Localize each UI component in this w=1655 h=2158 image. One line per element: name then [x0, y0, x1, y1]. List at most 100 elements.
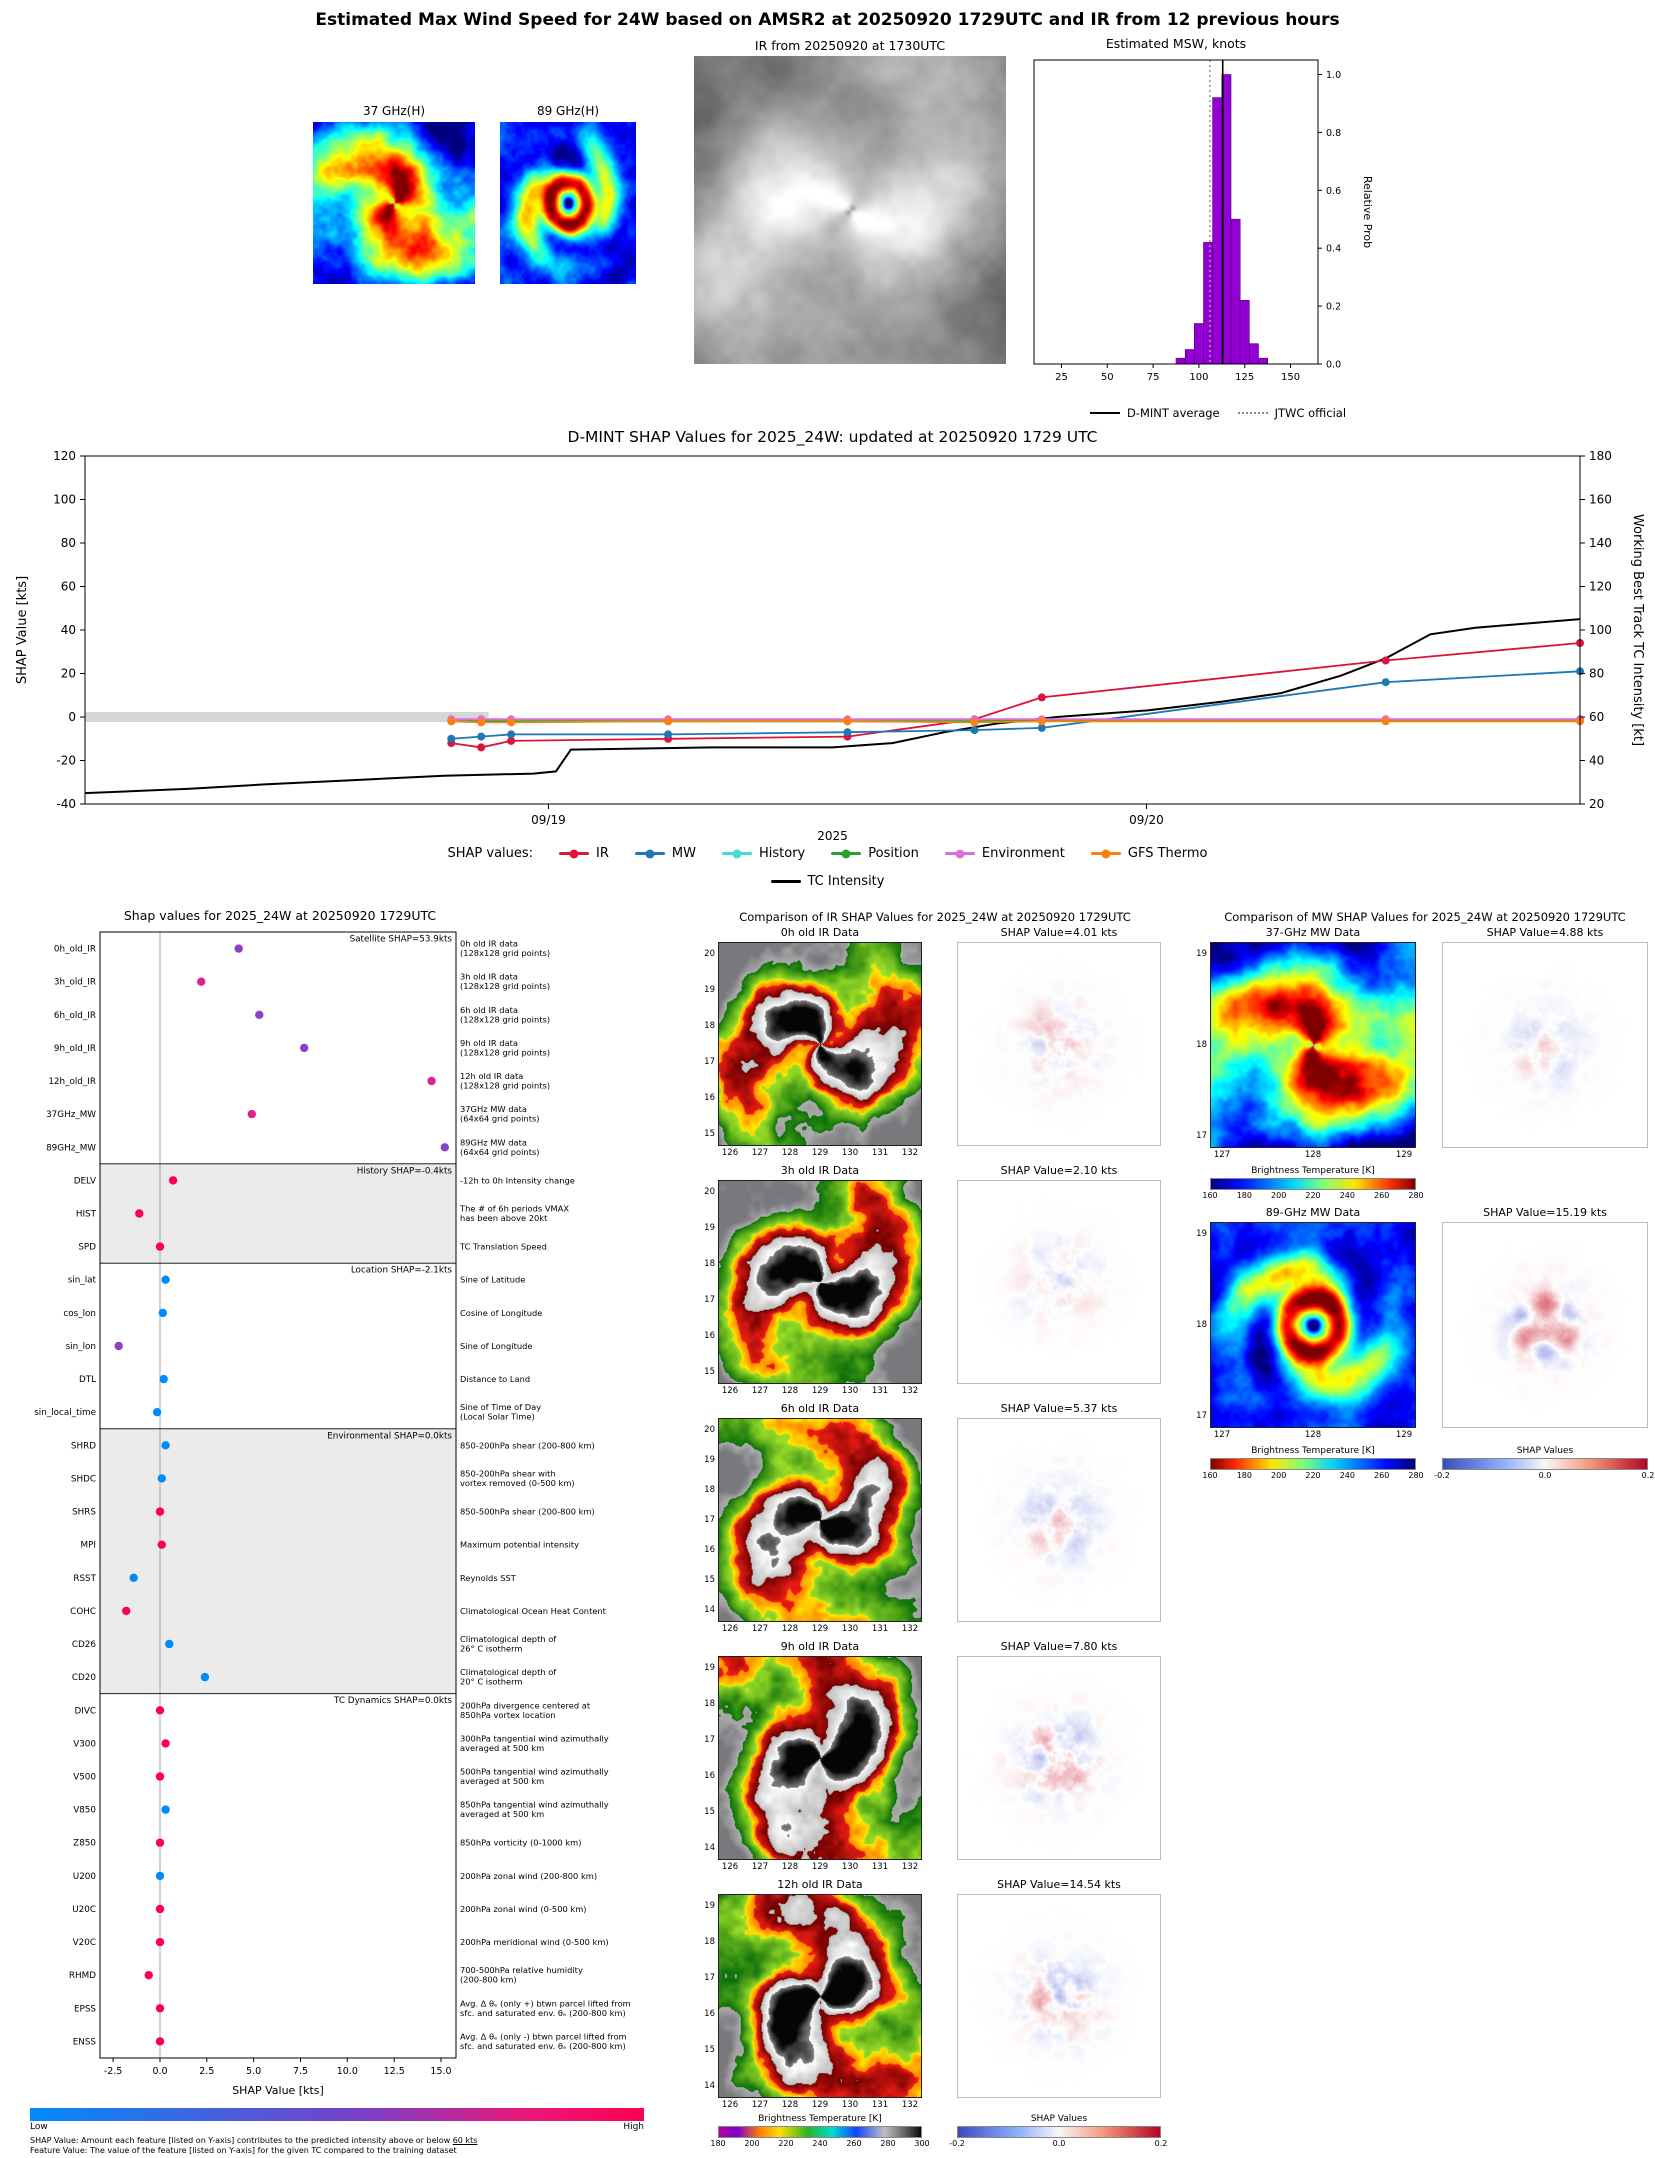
ir-row2-data-title: 6h old IR Data: [780, 1402, 860, 1415]
svg-text:3h old IR data: 3h old IR data: [460, 972, 518, 982]
svg-text:200hPa zonal wind (200-800 km): 200hPa zonal wind (200-800 km): [460, 1871, 597, 1881]
svg-text:(64x64 grid points): (64x64 grid points): [460, 1147, 540, 1157]
svg-text:RHMD: RHMD: [69, 1971, 96, 1981]
svg-text:200hPa zonal wind (0-500 km): 200hPa zonal wind (0-500 km): [460, 1904, 587, 1914]
shap-timeseries-chart: D-MINT SHAP Values for 2025_24W: updated…: [15, 428, 1645, 842]
svg-text:History SHAP=-0.4kts: History SHAP=-0.4kts: [357, 1166, 453, 1176]
svg-text:V300: V300: [73, 1739, 96, 1749]
svg-text:60: 60: [61, 580, 76, 594]
svg-text:SHRS: SHRS: [72, 1508, 96, 1518]
mw37-image-panel: 19 18 17 127 128 129: [1196, 942, 1416, 1160]
ir-row1-shap-map: [957, 1180, 1161, 1384]
ir-row0-shap-title: SHAP Value=4.01 kts: [1000, 926, 1118, 939]
svg-text:10.0: 10.0: [337, 2066, 358, 2077]
mw89-data-title: 89-GHz MW Data: [1265, 1206, 1361, 1219]
svg-text:Working Best Track TC Intensit: Working Best Track TC Intensity [kt]: [1630, 514, 1645, 746]
ir-row3-data-title: 9h old IR Data: [780, 1640, 860, 1653]
svg-text:Distance to Land: Distance to Land: [460, 1374, 530, 1384]
svg-text:200hPa divergence centered at: 200hPa divergence centered at: [460, 1700, 591, 1710]
mw37-thumb-label: 37 GHz(H): [362, 104, 426, 118]
svg-text:Climatological depth of: Climatological depth of: [460, 1667, 557, 1677]
svg-text:0.6: 0.6: [1326, 186, 1341, 197]
mw-comparison-title: Comparison of MW SHAP Values for 2025_24…: [1224, 910, 1626, 924]
bt-colorbar-ticks: 180 200 220 240 260 280 300: [710, 2139, 930, 2148]
svg-text:20: 20: [1589, 797, 1604, 811]
svg-text:D-MINT SHAP Values for 2025_24: D-MINT SHAP Values for 2025_24W: updated…: [568, 428, 1098, 447]
svg-text:0.0: 0.0: [1326, 360, 1341, 371]
svg-text:Sine of Longitude: Sine of Longitude: [460, 1341, 532, 1351]
ir-row0-image: [718, 942, 922, 1146]
ir-row3-shap-title: SHAP Value=7.80 kts: [1000, 1640, 1118, 1653]
svg-text:V500: V500: [73, 1773, 96, 1783]
bt-gradient-ir: [718, 2126, 922, 2138]
svg-text:20° C isotherm: 20° C isotherm: [460, 1677, 522, 1687]
ir-row3-image: [718, 1656, 922, 1860]
ir-row0-shap-panel: [957, 942, 1161, 1146]
ir-row1-shap-panel: [957, 1180, 1161, 1384]
bt-gradient-mw89: [1210, 1458, 1416, 1470]
svg-text:125: 125: [1235, 372, 1254, 383]
svg-text:150: 150: [1281, 372, 1300, 383]
svg-text:850hPa vortex location: 850hPa vortex location: [460, 1710, 556, 1720]
mw89-image-panel: 19 18 17 127 128 129: [1196, 1222, 1416, 1440]
svg-text:(200-800 km): (200-800 km): [460, 1975, 517, 1985]
svg-text:80: 80: [61, 536, 76, 550]
svg-text:MPI: MPI: [81, 1541, 97, 1551]
svg-text:120: 120: [1589, 580, 1612, 594]
svg-text:-12h to 0h Intensity change: -12h to 0h Intensity change: [460, 1175, 575, 1185]
svg-text:(128x128 grid points): (128x128 grid points): [460, 1014, 550, 1024]
svg-text:Sine of Latitude: Sine of Latitude: [460, 1275, 525, 1285]
svg-text:700-500hPa relative humidity: 700-500hPa relative humidity: [460, 1965, 583, 1975]
svg-text:37GHz_MW: 37GHz_MW: [46, 1110, 96, 1120]
svg-text:sin_lon: sin_lon: [66, 1342, 96, 1352]
mw89-bt-ticks: 160 180 200 220 240 260 280: [1202, 1471, 1424, 1480]
ir-row0-shap-map: [957, 942, 1161, 1146]
svg-text:3h_old_IR: 3h_old_IR: [54, 978, 96, 988]
svg-text:89GHz MW data: 89GHz MW data: [460, 1137, 527, 1147]
svg-text:09/20: 09/20: [1129, 813, 1164, 827]
feature-shap-footnotes: SHAP Value: Amount each feature [listed …: [30, 2136, 477, 2156]
svg-text:7.5: 7.5: [293, 2066, 308, 2077]
svg-text:-40: -40: [56, 797, 76, 811]
svg-text:2025: 2025: [817, 829, 848, 842]
svg-text:1.0: 1.0: [1326, 70, 1341, 81]
feature-shap-plot: Satellite SHAP=53.9kts History SHAP=-0.4k…: [34, 931, 631, 2097]
svg-text:cos_lon: cos_lon: [63, 1309, 96, 1319]
svg-text:850-200hPa shear with: 850-200hPa shear with: [460, 1468, 556, 1478]
footnote-feature-value: Feature Value: The value of the feature …: [30, 2146, 457, 2155]
svg-text:15.0: 15.0: [430, 2066, 451, 2077]
mw-shap-colorbar: SHAP Values -0.2 0.0 0.2: [1434, 1446, 1655, 1480]
svg-text:Cosine of Longitude: Cosine of Longitude: [460, 1308, 542, 1318]
svg-text:(128x128 grid points): (128x128 grid points): [460, 981, 550, 991]
svg-text:(128x128 grid points): (128x128 grid points): [460, 1081, 550, 1091]
svg-text:Maximum potential intensity: Maximum potential intensity: [460, 1540, 579, 1550]
mw89-thumb-label: 89 GHz(H): [536, 104, 600, 118]
svg-text:Satellite SHAP=53.9kts: Satellite SHAP=53.9kts: [350, 935, 453, 945]
svg-text:200hPa meridional wind (0-500: 200hPa meridional wind (0-500 km): [460, 1937, 609, 1947]
svg-text:Estimated MSW, knots: Estimated MSW, knots: [1106, 36, 1246, 51]
ir-row1-data-title: 3h old IR Data: [780, 1164, 860, 1177]
svg-text:(128x128 grid points): (128x128 grid points): [460, 948, 550, 958]
ir-image-label: IR from 20250920 at 1730UTC: [754, 38, 946, 53]
svg-text:DELV: DELV: [74, 1176, 96, 1186]
svg-text:averaged at 500 km: averaged at 500 km: [460, 1776, 544, 1786]
svg-text:9h old IR data: 9h old IR data: [460, 1038, 518, 1048]
colorbar-low-label: Low: [30, 2122, 48, 2132]
svg-text:vortex removed (0-500 km): vortex removed (0-500 km): [460, 1478, 575, 1488]
svg-text:9h_old_IR: 9h_old_IR: [54, 1044, 96, 1054]
ir-row2-shap-panel: [957, 1418, 1161, 1622]
svg-text:sfc. and saturated env. θₑ (20: sfc. and saturated env. θₑ (200-800 km): [460, 2008, 626, 2018]
feature-value-colorbar: Low High: [30, 2108, 644, 2132]
msw-histogram: Estimated MSW, knots 25 50 75 100 125 150 0.0 0.…: [1033, 36, 1374, 383]
svg-text:-2.5: -2.5: [104, 2066, 123, 2077]
svg-text:20: 20: [61, 667, 76, 681]
svg-text:140: 140: [1589, 536, 1612, 550]
ir-row0-data-title: 0h old IR Data: [780, 926, 860, 939]
svg-text:180: 180: [1589, 449, 1612, 463]
ir-row2-image: [718, 1418, 922, 1622]
mw37-shap-map: [1442, 942, 1648, 1148]
svg-text:U20C: U20C: [72, 1905, 96, 1915]
svg-text:EPSS: EPSS: [74, 2004, 96, 2014]
svg-text:SPD: SPD: [78, 1243, 96, 1253]
